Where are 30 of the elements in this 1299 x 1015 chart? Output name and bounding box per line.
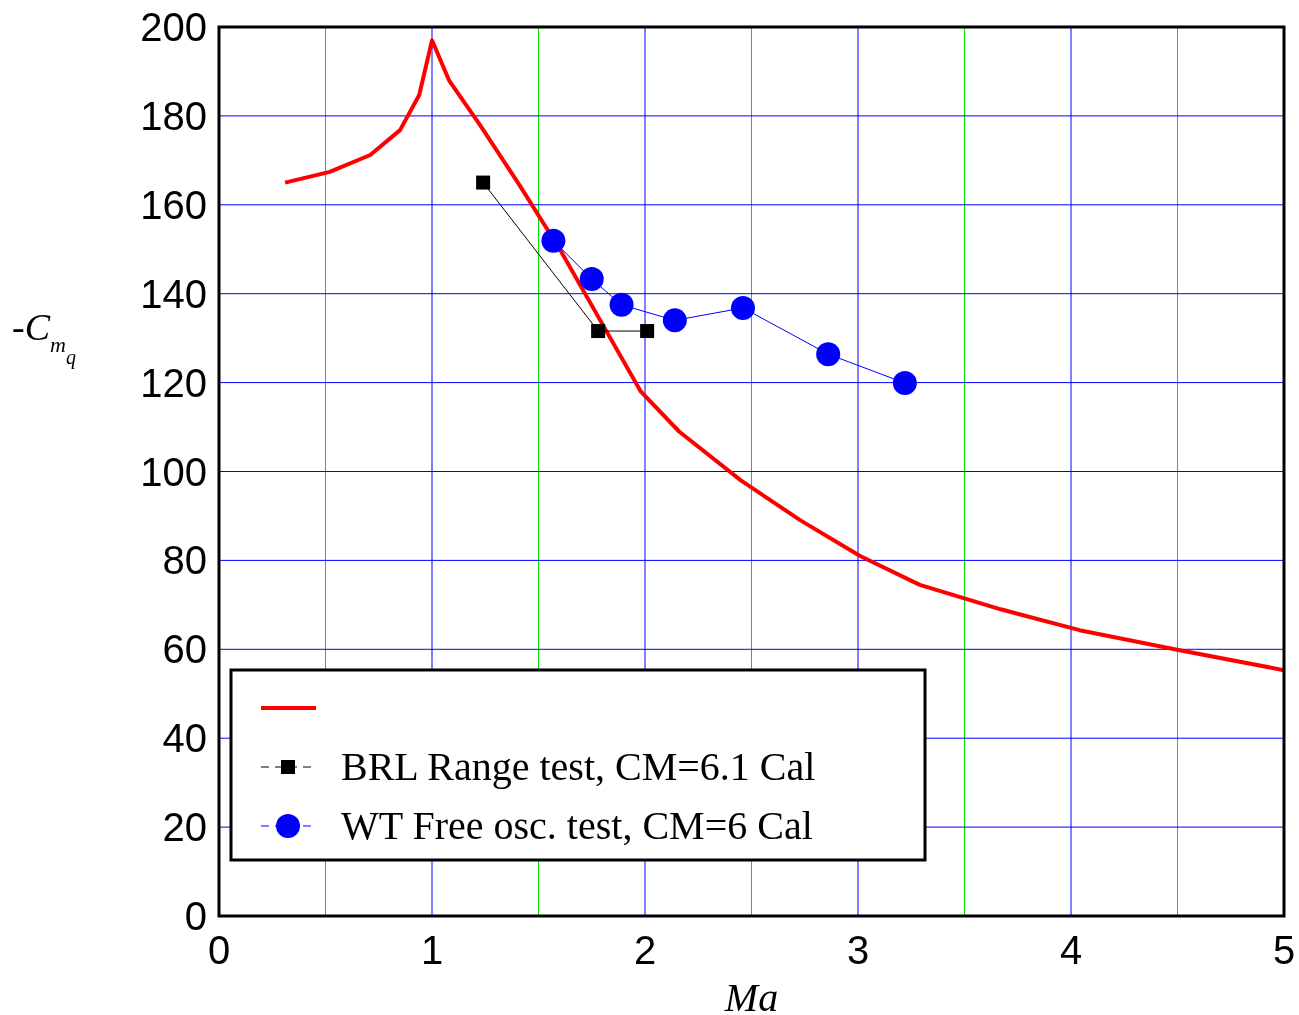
point <box>476 175 491 190</box>
y-tick-label: 160 <box>140 182 207 227</box>
x-tick-label: 4 <box>1059 928 1083 972</box>
x-tick-label: 3 <box>846 928 870 972</box>
x-tick-label: 2 <box>633 928 657 972</box>
point <box>662 308 687 333</box>
point <box>640 324 655 339</box>
point <box>591 324 606 339</box>
y-tick-label: 200 <box>140 5 207 49</box>
line-series <box>283 38 1284 673</box>
x-axis-title: Ma <box>723 975 779 1015</box>
y-tick-label: 100 <box>140 449 207 494</box>
y-tick-label: 180 <box>140 93 207 138</box>
y-tick-label: 20 <box>162 805 207 850</box>
y-tick-label: 80 <box>162 538 207 583</box>
y-tick-label: 40 <box>162 716 207 761</box>
y-tick-label: 140 <box>140 271 207 316</box>
point <box>579 267 604 292</box>
legend-label: BRL Range test, CM=6.1 Cal <box>341 744 816 789</box>
x-tick-label: 1 <box>420 928 444 972</box>
point <box>541 228 566 253</box>
y-tick-label: 0 <box>184 894 207 938</box>
x-tick-label: 5 <box>1272 928 1296 972</box>
y-tick-label: 120 <box>140 360 207 405</box>
y-tick-label: 60 <box>162 627 207 672</box>
point <box>892 371 917 396</box>
legend-label: WT Free osc. test, CM=6 Cal <box>341 803 813 848</box>
point <box>730 295 755 320</box>
point <box>816 342 841 367</box>
point <box>609 292 634 317</box>
